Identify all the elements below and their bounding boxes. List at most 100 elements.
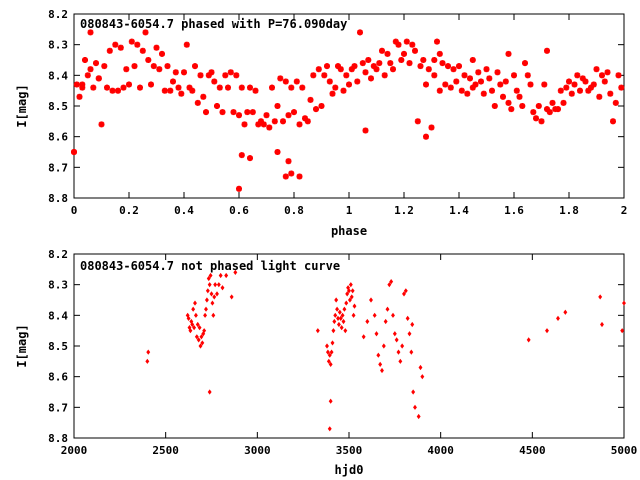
- data-point: [325, 77, 334, 86]
- data-point: [200, 340, 205, 346]
- phased-x-tick-label: 1.6: [504, 204, 524, 217]
- data-point: [460, 71, 469, 80]
- data-point: [396, 349, 401, 355]
- data-point: [543, 46, 551, 55]
- data-point: [372, 65, 381, 74]
- data-point: [372, 312, 377, 318]
- data-point: [438, 59, 447, 68]
- phased-x-tick-label: 0.2: [119, 204, 139, 217]
- data-point: [592, 65, 601, 74]
- data-point: [320, 71, 329, 80]
- data-point: [209, 291, 214, 297]
- data-point: [518, 102, 527, 110]
- data-point: [496, 80, 505, 89]
- data-point: [387, 282, 392, 288]
- data-point: [237, 83, 246, 92]
- data-point: [589, 80, 598, 89]
- data-point: [603, 68, 612, 77]
- data-point: [332, 318, 337, 325]
- data-point: [284, 111, 293, 120]
- data-point: [352, 303, 357, 309]
- data-point: [276, 74, 285, 83]
- data-point: [287, 83, 296, 92]
- data-point: [70, 148, 78, 156]
- data-point: [416, 62, 425, 71]
- data-point: [488, 86, 496, 95]
- data-point: [251, 86, 260, 95]
- data-point: [213, 282, 218, 288]
- data-point: [466, 74, 474, 83]
- data-point: [303, 117, 312, 126]
- data-point: [419, 56, 428, 64]
- data-point: [100, 62, 109, 71]
- data-point: [398, 358, 403, 364]
- data-point: [335, 306, 340, 312]
- data-point: [216, 282, 221, 288]
- data-point: [199, 92, 208, 101]
- unphased-panel: 080843-6054.7 not phased light curve hjd…: [15, 248, 637, 477]
- data-point: [328, 398, 333, 404]
- data-point: [499, 92, 507, 101]
- data-point: [407, 331, 412, 337]
- data-point: [455, 62, 463, 71]
- data-point: [576, 86, 584, 95]
- data-point: [413, 117, 422, 126]
- data-point: [380, 71, 389, 80]
- data-point: [444, 62, 452, 71]
- data-point: [402, 291, 406, 297]
- data-point: [348, 282, 353, 288]
- phased-data-points: [70, 28, 626, 193]
- data-point: [246, 83, 254, 92]
- phased-x-tick-label: 0.4: [174, 204, 194, 217]
- data-point: [380, 367, 384, 374]
- data-point: [389, 279, 394, 285]
- phased-x-tick-label: 1.4: [449, 204, 469, 217]
- data-point: [215, 83, 224, 92]
- data-point: [146, 349, 151, 355]
- data-point: [208, 272, 213, 279]
- data-point: [446, 83, 455, 92]
- unphased-x-tick-label: 3500: [336, 444, 363, 457]
- data-point: [212, 294, 217, 300]
- data-point: [378, 361, 383, 367]
- data-point: [328, 89, 337, 98]
- data-point: [207, 282, 212, 288]
- data-point: [339, 325, 344, 331]
- data-point: [449, 65, 458, 74]
- unphased-x-tick-label: 2000: [61, 444, 88, 457]
- phased-y-tick-label: 8.7: [48, 161, 68, 174]
- data-point: [534, 102, 543, 110]
- data-point: [334, 297, 339, 303]
- data-point: [205, 288, 210, 294]
- data-point: [581, 77, 590, 86]
- data-point: [350, 288, 355, 294]
- data-point: [383, 49, 392, 58]
- data-point: [364, 56, 373, 64]
- data-point: [338, 315, 343, 321]
- data-point: [195, 321, 200, 328]
- data-point: [295, 120, 304, 129]
- data-point: [171, 68, 180, 77]
- data-point: [435, 86, 444, 95]
- data-point: [479, 89, 488, 98]
- data-point: [315, 328, 320, 334]
- data-point: [378, 46, 386, 55]
- data-point: [392, 331, 397, 337]
- data-point: [482, 65, 491, 74]
- data-point: [331, 328, 336, 334]
- data-point: [174, 83, 183, 92]
- data-point: [180, 68, 188, 77]
- data-point: [622, 300, 626, 306]
- data-point: [198, 343, 203, 349]
- data-point: [507, 105, 516, 114]
- data-point: [468, 56, 477, 64]
- data-point: [145, 358, 150, 364]
- data-point: [229, 108, 238, 117]
- unphased-x-tick-label: 3000: [244, 444, 271, 457]
- data-point: [430, 56, 439, 64]
- data-point: [306, 95, 315, 104]
- data-point: [620, 328, 625, 334]
- data-point: [381, 343, 386, 349]
- data-point: [327, 352, 332, 358]
